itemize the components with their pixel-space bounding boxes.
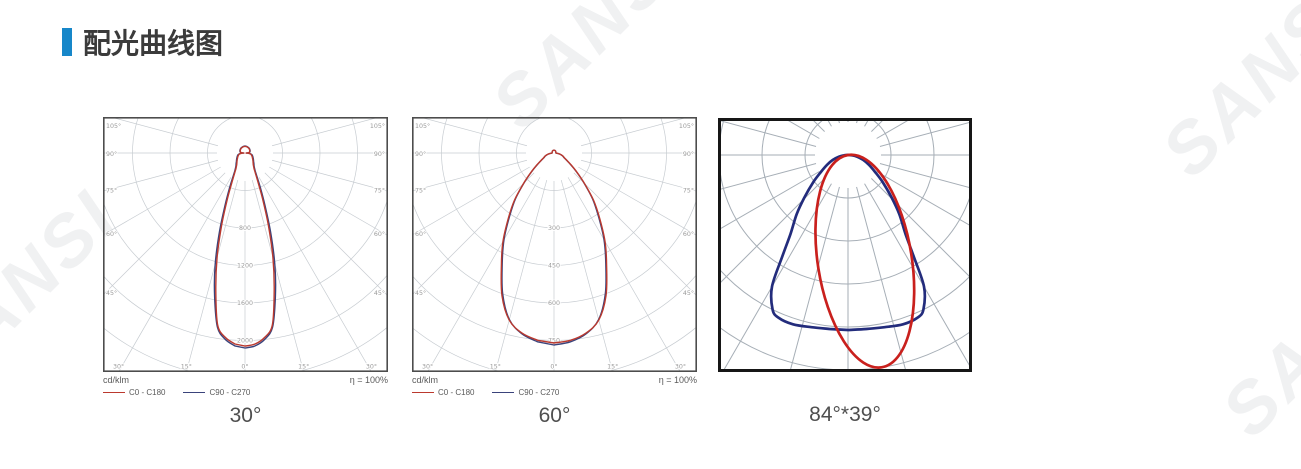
svg-text:2000: 2000 (237, 338, 253, 345)
svg-text:0°: 0° (241, 363, 248, 371)
svg-text:75°: 75° (683, 187, 694, 195)
svg-text:45°: 45° (415, 289, 426, 297)
efficiency-label: η = 100% (349, 375, 388, 385)
legend-label: C90 - C270 (518, 388, 560, 397)
svg-text:30°: 30° (366, 363, 377, 371)
svg-text:60°: 60° (106, 230, 117, 238)
svg-text:75°: 75° (415, 187, 426, 195)
polar-diagram-30deg: 800 1200 1600 2000 105° 105° 90° 90° 75° 75° 60° 60… (103, 117, 388, 372)
svg-text:90°: 90° (683, 150, 694, 158)
svg-text:45°: 45° (106, 289, 117, 297)
svg-text:105°: 105° (415, 122, 430, 130)
unit-label: cd/klm (412, 375, 439, 385)
svg-text:450: 450 (548, 263, 560, 270)
title-accent-bar (62, 28, 72, 56)
legend-swatch-blue (183, 392, 206, 393)
beam-angle-caption-84x39: 84°*39° (809, 403, 881, 426)
svg-text:60°: 60° (415, 230, 426, 238)
photometric-chart-60: 300 450 600 750 105° 105° 90° 90° 75° 75° 60° 60° 45… (412, 117, 697, 428)
svg-text:800: 800 (239, 225, 251, 232)
svg-text:30°: 30° (675, 363, 686, 371)
svg-text:30°: 30° (422, 363, 433, 371)
photometric-chart-84x39: 84°*39° (718, 118, 972, 427)
photometric-chart-30: 800 1200 1600 2000 105° 105° 90° 90° 75° 75° 60° 60… (103, 117, 388, 428)
beam-angle-caption-60: 60° (538, 404, 571, 427)
legend: C0 - C180 C90 - C270 (412, 388, 697, 397)
legend-swatch-blue (492, 392, 515, 393)
svg-text:75°: 75° (374, 187, 385, 195)
svg-text:15°: 15° (490, 363, 501, 371)
polar-diagram-60deg: 300 450 600 750 105° 105° 90° 90° 75° 75° 60° 60° 45… (412, 117, 697, 372)
svg-text:45°: 45° (374, 289, 385, 297)
legend-label: C90 - C270 (209, 388, 251, 397)
svg-text:45°: 45° (683, 289, 694, 297)
svg-text:600: 600 (548, 300, 560, 307)
svg-text:105°: 105° (106, 122, 121, 130)
svg-text:75°: 75° (106, 187, 117, 195)
efficiency-label: η = 100% (658, 375, 697, 385)
svg-text:30°: 30° (113, 363, 124, 371)
chart-footer: cd/klm η = 100% C0 - C180 C90 - C270 (412, 375, 697, 397)
svg-text:60°: 60° (683, 230, 694, 238)
legend-label: C0 - C180 (438, 388, 475, 397)
sansi-watermark: SANSI (1146, 0, 1301, 193)
svg-text:1600: 1600 (237, 300, 253, 307)
legend: C0 - C180 C90 - C270 (103, 388, 388, 397)
legend-item-c90-c270: C90 - C270 (183, 388, 250, 397)
section-header: 配光曲线图 (62, 22, 223, 62)
polar-diagram-84x39deg (718, 118, 972, 372)
section-title: 配光曲线图 (83, 28, 224, 59)
svg-text:90°: 90° (415, 150, 426, 158)
legend-swatch-red (412, 392, 434, 393)
legend-item-c90-c270: C90 - C270 (492, 388, 559, 397)
legend-item-c0-c180: C0 - C180 (412, 388, 474, 397)
svg-text:15°: 15° (298, 363, 309, 371)
svg-text:105°: 105° (679, 122, 694, 130)
svg-text:300: 300 (548, 225, 560, 232)
chart-footer: cd/klm η = 100% C0 - C180 C90 - C270 (103, 375, 388, 397)
svg-text:15°: 15° (607, 363, 618, 371)
sansi-watermark: SANSI (1206, 225, 1301, 453)
legend-item-c0-c180: C0 - C180 (103, 388, 165, 397)
svg-text:90°: 90° (106, 150, 117, 158)
svg-text:60°: 60° (374, 230, 385, 238)
svg-text:90°: 90° (374, 150, 385, 158)
svg-text:0°: 0° (550, 363, 557, 371)
svg-text:15°: 15° (181, 363, 192, 371)
legend-label: C0 - C180 (129, 388, 166, 397)
beam-angle-caption-30: 30° (229, 404, 262, 427)
legend-swatch-red (103, 392, 125, 393)
svg-text:105°: 105° (370, 122, 385, 130)
unit-label: cd/klm (103, 375, 130, 385)
svg-text:1200: 1200 (237, 263, 253, 270)
svg-text:750: 750 (548, 338, 560, 345)
